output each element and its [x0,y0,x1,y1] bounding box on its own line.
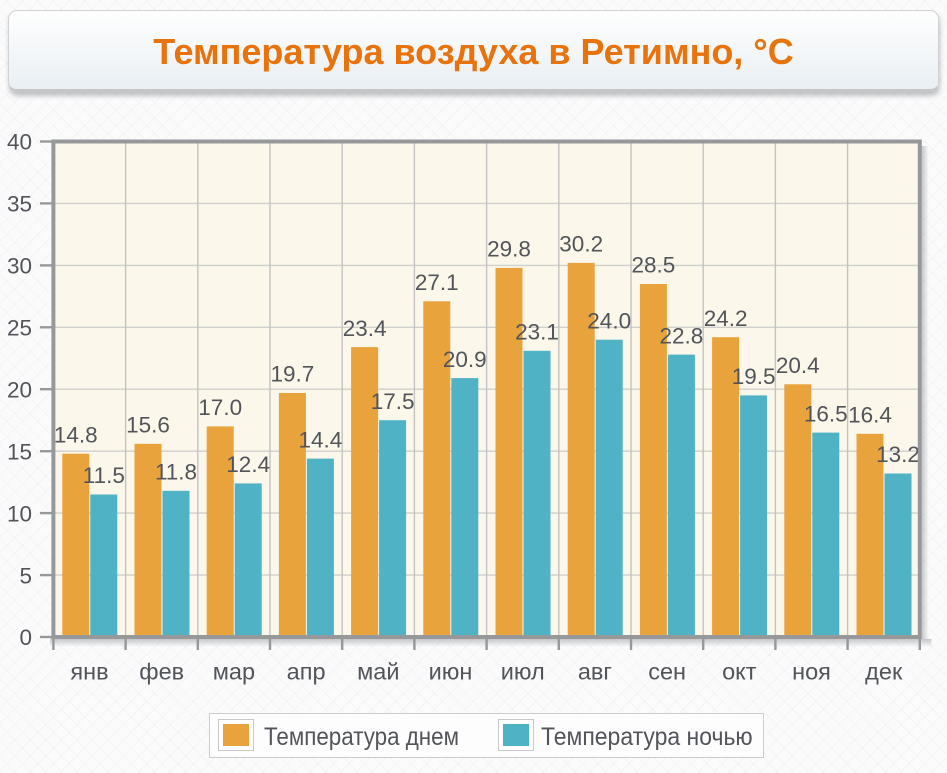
svg-text:20.9: 20.9 [443,347,487,372]
svg-text:янв: янв [70,659,108,685]
svg-text:апр: апр [287,659,326,685]
svg-text:13.2: 13.2 [876,442,920,467]
svg-text:окт: окт [722,659,757,685]
svg-text:дек: дек [865,659,903,685]
svg-text:23.4: 23.4 [343,316,387,341]
svg-text:20.4: 20.4 [776,353,820,378]
svg-text:авг: авг [578,659,612,685]
svg-text:24.2: 24.2 [704,306,748,331]
svg-text:10: 10 [7,501,32,526]
svg-text:30.2: 30.2 [559,232,603,257]
svg-text:17.5: 17.5 [371,389,415,414]
svg-text:19.7: 19.7 [271,362,315,387]
svg-text:14.4: 14.4 [299,427,343,452]
svg-text:35: 35 [7,192,32,217]
svg-text:15: 15 [7,439,32,464]
svg-text:24.0: 24.0 [587,308,631,333]
svg-text:5: 5 [19,563,32,588]
svg-text:июн: июн [429,659,473,685]
svg-text:ноя: ноя [792,659,831,685]
svg-text:15.6: 15.6 [126,413,170,438]
svg-text:14.8: 14.8 [54,422,98,447]
svg-text:20: 20 [7,377,32,402]
svg-text:29.8: 29.8 [487,237,531,262]
svg-text:сен: сен [648,659,686,685]
svg-text:27.1: 27.1 [415,270,459,295]
svg-text:30: 30 [7,254,32,279]
svg-text:22.8: 22.8 [660,323,704,348]
svg-text:мар: мар [213,659,255,685]
svg-text:май: май [357,659,399,685]
svg-text:фев: фев [139,659,184,685]
svg-text:40: 40 [7,130,32,155]
svg-text:0: 0 [19,625,32,650]
svg-text:25: 25 [7,316,32,341]
svg-text:12.4: 12.4 [226,452,270,477]
svg-text:16.4: 16.4 [848,403,892,428]
svg-text:11.5: 11.5 [83,463,125,488]
svg-text:июл: июл [501,659,545,685]
svg-text:23.1: 23.1 [515,320,559,345]
svg-text:17.0: 17.0 [198,395,242,420]
svg-text:28.5: 28.5 [632,253,676,278]
svg-text:11.8: 11.8 [155,460,197,485]
svg-text:19.5: 19.5 [732,364,776,389]
svg-text:16.5: 16.5 [804,401,848,426]
